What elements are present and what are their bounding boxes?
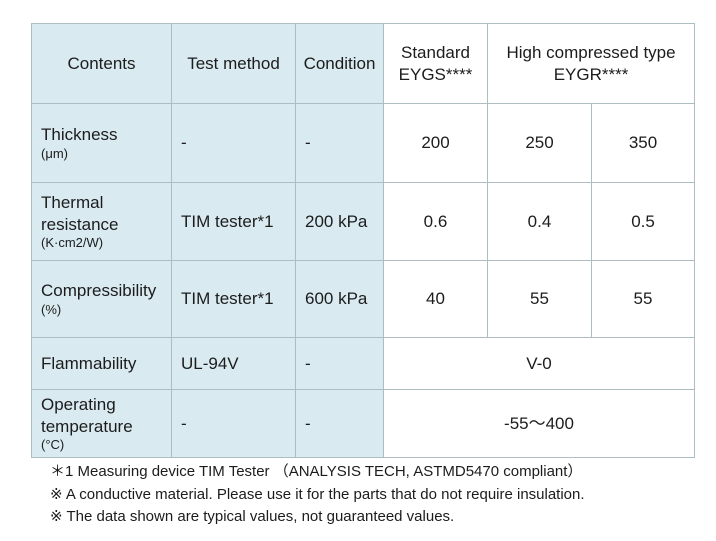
thickness-condition-text: -	[305, 133, 311, 153]
thickness-value-eygs: 200	[383, 103, 488, 183]
footnote-conductive-material: ※ A conductive material. Please use it f…	[50, 485, 585, 503]
thickness-test-method: -	[171, 103, 296, 183]
thickness-label-cell: Thickness (μm)	[31, 103, 172, 183]
thickness-value-eygr-1: 250	[487, 103, 592, 183]
header-row: Contents Test method Condition Standard …	[31, 23, 696, 104]
thickness-label: Thickness	[41, 125, 118, 145]
thermal-resistance-test-method: TIM tester*1	[171, 182, 296, 261]
spec-table: Contents Test method Condition Standard …	[31, 23, 696, 458]
header-condition: Condition	[295, 23, 384, 104]
header-test-method-label: Test method	[187, 53, 280, 73]
flammability-condition-text: -	[305, 353, 311, 373]
compressibility-value-eygr-2: 55	[590, 260, 696, 338]
row-compressibility: Compressibility (%) TIM tester*1 600 kPa…	[31, 260, 696, 338]
flammability-test-method-text: UL-94V	[181, 353, 239, 373]
thermal-resistance-unit: (K·cm2/W)	[41, 234, 104, 250]
compressibility-value-eygs: 40	[383, 260, 488, 338]
thermal-resistance-label-cell: Thermal resistance (K·cm2/W)	[31, 182, 172, 261]
operating-temperature-condition-text: -	[305, 413, 311, 433]
row-thermal-resistance: Thermal resistance (K·cm2/W) TIM tester*…	[31, 182, 696, 261]
compressibility-unit: (%)	[41, 301, 62, 317]
operating-temperature-test-method-text: -	[181, 413, 187, 433]
flammability-value: V-0	[382, 337, 696, 390]
operating-temperature-condition: -	[295, 389, 384, 458]
header-high-compressed-line2: EYGR****	[553, 64, 629, 84]
thickness-unit: (μm)	[41, 145, 68, 161]
row-operating-temperature: Operating temperature (°C) - - -55〜400	[31, 389, 696, 458]
thickness-test-method-text: -	[181, 133, 187, 153]
operating-temperature-label-cell: Operating temperature (°C)	[31, 389, 172, 458]
thermal-resistance-value-eygs: 0.6	[383, 182, 488, 261]
flammability-test-method: UL-94V	[171, 337, 296, 390]
flammability-condition: -	[295, 337, 384, 390]
header-contents-label: Contents	[67, 53, 136, 73]
flammability-label: Flammability	[41, 353, 137, 373]
header-contents: Contents	[31, 23, 172, 104]
header-high-compressed: High compressed type EYGR****	[486, 23, 696, 104]
header-standard-line2: EYGS****	[398, 64, 473, 84]
footnote-measuring-device: ＊1 Measuring device TIM Tester （ANALYSIS…	[50, 463, 583, 480]
row-thickness: Thickness (μm) - - 200 250 350	[31, 103, 696, 183]
thickness-value-eygr-2: 350	[590, 103, 696, 183]
header-high-compressed-line1: High compressed type	[506, 43, 676, 63]
header-standard-line1: Standard	[401, 43, 470, 63]
compressibility-label: Compressibility	[41, 281, 157, 301]
thermal-resistance-value-eygr-1: 0.4	[487, 182, 592, 261]
footnotes: ＊1 Measuring device TIM Tester （ANALYSIS…	[50, 461, 585, 529]
thickness-condition: -	[295, 103, 384, 183]
thermal-resistance-test-method-text: TIM tester*1	[181, 211, 274, 231]
compressibility-label-cell: Compressibility (%)	[31, 260, 172, 338]
header-standard: Standard EYGS****	[383, 23, 488, 104]
row-flammability: Flammability UL-94V - V-0	[31, 337, 696, 390]
operating-temperature-label: Operating temperature	[41, 395, 133, 436]
thermal-resistance-value-eygr-2: 0.5	[590, 182, 696, 261]
thermal-resistance-label: Thermal resistance	[41, 193, 119, 234]
compressibility-test-method: TIM tester*1	[171, 260, 296, 338]
compressibility-condition: 600 kPa	[295, 260, 384, 338]
operating-temperature-unit: (°C)	[41, 436, 65, 452]
thermal-resistance-condition: 200 kPa	[295, 182, 384, 261]
flammability-label-cell: Flammability	[31, 337, 172, 390]
compressibility-test-method-text: TIM tester*1	[181, 289, 274, 309]
operating-temperature-test-method: -	[171, 389, 296, 458]
footnote-typical-values: ※ The data shown are typical values, not…	[50, 508, 455, 525]
header-condition-label: Condition	[303, 53, 376, 73]
header-test-method: Test method	[171, 23, 296, 104]
thermal-resistance-condition-text: 200 kPa	[305, 211, 368, 231]
operating-temperature-value: -55〜400	[382, 389, 696, 458]
compressibility-condition-text: 600 kPa	[305, 289, 368, 309]
compressibility-value-eygr-1: 55	[487, 260, 592, 338]
